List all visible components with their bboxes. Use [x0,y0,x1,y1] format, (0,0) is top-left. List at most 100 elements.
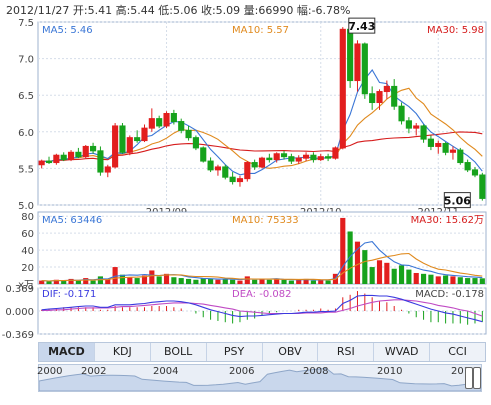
vol-ma10-line [41,252,483,282]
low-marker-label: 5.06 [444,195,471,208]
volume-unit-label: x万 [18,280,34,291]
candle-body [435,143,442,147]
candle-body [310,154,317,161]
ma5-legend: MA5: 5.46 [42,25,93,36]
volume-bar [149,270,155,284]
volume-bar [39,280,45,284]
tab-rsi[interactable]: RSI [318,343,375,361]
candle-body [229,176,236,183]
volume-bar [376,260,383,284]
candle-body [479,174,486,199]
tab-wvad[interactable]: WVAD [374,343,431,361]
dif-line [41,294,483,323]
ma30-legend: MA30: 5.98 [427,25,484,36]
timeline-left-handle[interactable] [465,367,473,389]
volume-bar [134,278,140,284]
candle-body [170,113,177,123]
volume-bar [112,267,118,284]
volume-bar [259,278,265,284]
volume-bar [193,279,199,284]
candle-body [398,105,405,122]
low-marker-box [443,192,471,209]
volume-tick-label: 40 [21,246,34,257]
candle-body [361,43,368,95]
volume-bar [384,262,390,284]
price-tick-label: 6.5 [18,91,34,102]
price-tick-label: 7.0 [18,55,34,66]
high-marker-label: 7.43 [348,20,375,33]
candle-body [126,137,133,153]
candle-body [427,138,434,147]
candle-body [376,91,383,104]
volume-bar [237,280,243,284]
timeline-label-2000: 2000 [37,366,63,377]
candle-body [383,85,390,93]
volume-bar [391,268,397,284]
volume-bar [119,274,126,284]
candle-body [339,28,346,149]
tab-macd[interactable]: MACD [39,343,95,361]
candle-body [222,166,229,178]
candle-body [317,156,324,161]
volume-bar [127,277,133,284]
candle-body [112,125,119,168]
candle-body [391,85,398,107]
candle-body [97,150,104,173]
volume-bar [310,280,316,284]
volume-bar [215,279,221,284]
tab-kdj[interactable]: KDJ [95,343,151,361]
volume-bar [185,278,192,284]
volume-bar [105,278,111,284]
tab-psy[interactable]: PSY [207,343,263,361]
candle-body [288,156,295,162]
candle-body [60,154,67,161]
timeline-label-2008: 2008 [303,366,329,377]
volume-bar [53,279,59,284]
stock-chart: 7.57.06.56.05.55.02012/092012/102012/11M… [2,17,487,340]
candle-body [405,120,412,129]
candle-body [295,157,302,162]
price-tick-label: 5.0 [18,201,34,212]
volume-bar [156,276,162,284]
timeline-label-2006: 2006 [229,366,255,377]
tab-obv[interactable]: OBV [263,343,319,361]
candle-body [207,160,214,171]
candle-body [347,28,354,82]
volume-bar [230,279,236,284]
candle-body [236,178,244,183]
vol-ma30-legend: MA30: 15.62万 [411,215,484,226]
timeline-sparkline [39,367,481,391]
candle-body [90,145,97,152]
dea-legend: DEA: -0.082 [232,289,291,300]
volume-bar [303,278,309,284]
macd-tick-label: -0.369 [2,330,34,340]
timeline-right-handle[interactable] [473,367,481,389]
volume-bar [318,279,324,284]
price-tick-label: 6.0 [18,128,34,139]
volume-bar [398,265,405,284]
candle-body [45,160,53,164]
volume-bar [90,280,96,284]
indicator-tabs: MACD KDJ BOLL PSY OBV RSI WVAD CCI [38,342,486,362]
candle-body [354,43,361,82]
volume-bar [340,217,346,284]
candle-body [449,149,457,153]
volume-bar [200,278,206,284]
tab-boll[interactable]: BOLL [151,343,207,361]
price-panel-frame [37,21,487,206]
timeline-scroller[interactable]: 2000 2002 2004 2006 2008 2010 201 [37,364,482,392]
volume-bar [479,278,485,284]
volume-bar [178,278,184,284]
candle-body [273,153,280,161]
dif-legend: DIF: -0.171 [42,289,96,300]
candle-body [178,121,185,131]
volume-bar [163,273,170,284]
macd-tick-label: 0.000 [5,307,34,318]
candle-body [214,166,222,171]
candle-body [75,151,82,158]
candle-body [302,154,310,159]
tab-cci[interactable]: CCI [448,345,467,358]
candle-body [442,143,449,153]
macd-tick-label: 0.369 [5,284,34,295]
candle-body [192,137,199,149]
